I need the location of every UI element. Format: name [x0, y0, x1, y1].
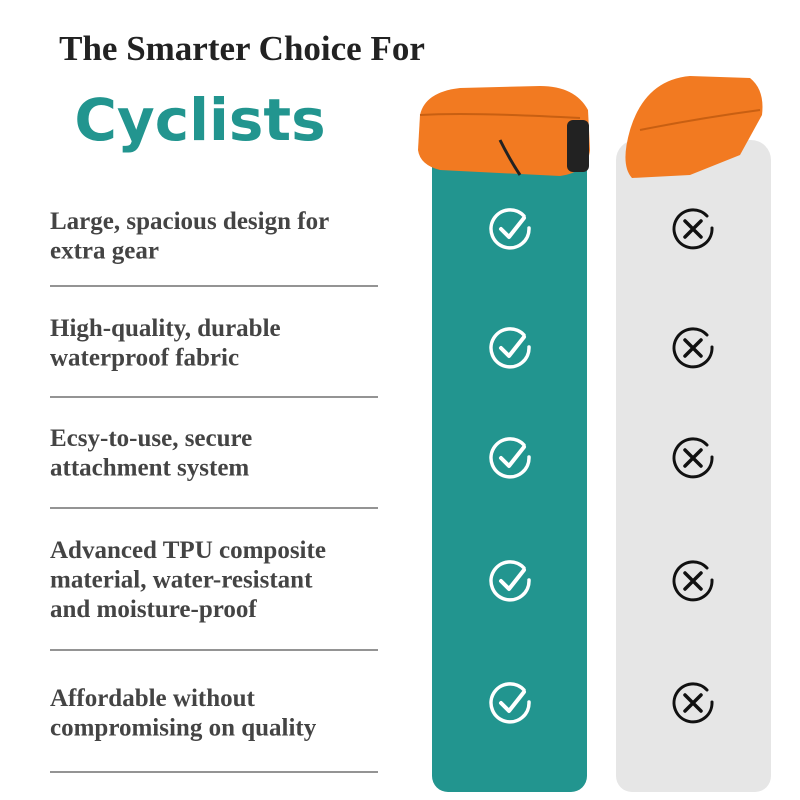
other-column	[616, 140, 771, 792]
check-circle	[489, 437, 531, 479]
check-circle	[489, 682, 531, 724]
check-icon	[489, 208, 531, 250]
feature-text: waterproof fabric	[50, 345, 239, 372]
cross-mark	[683, 219, 703, 239]
feature-text: Advanced TPU composite	[50, 537, 326, 564]
check-mark	[499, 690, 526, 713]
check-circle	[489, 560, 531, 602]
other-product-image	[625, 76, 763, 178]
subtitle: Cyclists	[74, 86, 325, 154]
cross-circle	[672, 682, 714, 724]
cross-mark	[683, 571, 703, 591]
cross-mark	[683, 693, 703, 713]
feature-text: extra gear	[50, 238, 159, 265]
cross-mark	[683, 338, 703, 358]
our-product-image	[418, 86, 590, 176]
cross-icon	[672, 682, 714, 724]
feature-text: compromising on quality	[50, 715, 317, 742]
feature-text: attachment system	[50, 455, 249, 482]
feature-text: material, water-resistant	[50, 567, 313, 594]
cross-icon	[672, 560, 714, 602]
check-mark	[499, 216, 526, 239]
cross-circle	[672, 208, 714, 250]
check-icon	[489, 327, 531, 369]
rows: Large, spacious design for extra gear High…	[50, 208, 714, 773]
our-column	[432, 150, 587, 792]
check-icon	[489, 560, 531, 602]
check-mark	[499, 568, 526, 591]
cross-mark	[683, 448, 703, 468]
feature-text: Ecsy-to-use, secure	[50, 425, 252, 452]
cross-circle	[672, 327, 714, 369]
feature-text: High-quality, durable	[50, 315, 281, 342]
cross-circle	[672, 560, 714, 602]
cross-icon	[672, 437, 714, 479]
cross-icon	[672, 208, 714, 250]
check-icon	[489, 682, 531, 724]
feature-text: and moisture-proof	[50, 596, 257, 623]
check-icon	[489, 437, 531, 479]
title: The Smarter Choice For	[59, 29, 425, 68]
check-mark	[499, 445, 526, 468]
cross-circle	[672, 437, 714, 479]
feature-text: Large, spacious design for	[50, 208, 329, 235]
cross-icon	[672, 327, 714, 369]
check-circle	[489, 208, 531, 250]
check-circle	[489, 327, 531, 369]
check-mark	[499, 335, 526, 358]
feature-text: Affordable without	[50, 685, 256, 712]
